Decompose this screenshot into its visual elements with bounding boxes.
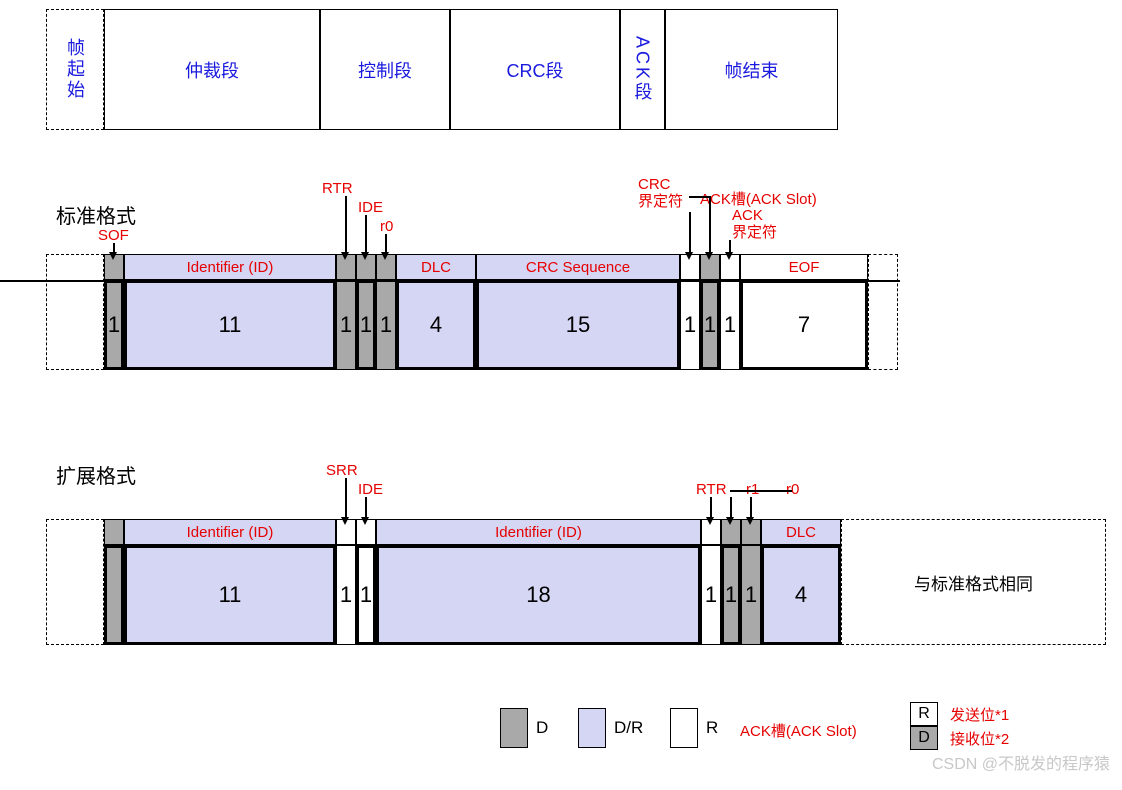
ext-body-r0: 1 [741, 545, 761, 645]
anno-crc-delim: CRC 界定符 [638, 176, 683, 210]
arrow-head [706, 517, 714, 525]
std-left-dashed [46, 254, 104, 370]
std-body-id: 11 [124, 280, 336, 370]
legend-label-1: D/R [614, 718, 643, 738]
ext-hdr-sof [104, 519, 124, 545]
anno-ack-delim: ACK 界定符 [732, 207, 777, 241]
topseg-0: 帧起始 [46, 9, 104, 130]
hline [750, 490, 792, 492]
topseg-2: 控制段 [320, 9, 450, 130]
topseg-1: 仲裁段 [104, 9, 320, 130]
anno-ide: IDE [358, 199, 383, 216]
ext-body-id18: 18 [376, 545, 701, 645]
arrow-head [685, 252, 693, 260]
arrow-head [705, 252, 713, 260]
arrow-line [710, 497, 712, 519]
standard-title: 标准格式 [56, 200, 136, 229]
ext-anno-ide: IDE [358, 481, 383, 498]
std-body-sof: 1 [104, 280, 124, 370]
ext-right-box: 与标准格式相同 [841, 519, 1106, 645]
legend-ack-bottom: D [910, 726, 938, 750]
legend-swatch-1 [578, 708, 606, 748]
std-body-rtr: 1 [336, 280, 356, 370]
std-right-dashed [868, 254, 898, 370]
arrow-line [345, 478, 347, 519]
legend-ack-bottom-label: 接收位*2 [950, 728, 1009, 749]
ext-hdr-id18: Identifier (ID) [376, 519, 701, 545]
anno-rtr: RTR [322, 180, 353, 197]
extended-title: 扩展格式 [56, 460, 136, 489]
baseline [0, 280, 900, 282]
std-body-ack_slot: 1 [700, 280, 720, 370]
ext-body-r1: 1 [721, 545, 741, 645]
std-hdr-crc: CRC Sequence [476, 254, 680, 280]
std-hdr-id: Identifier (ID) [124, 254, 336, 280]
hline [709, 196, 711, 204]
std-hdr-eof: EOF [740, 254, 868, 280]
legend-label-2: R [706, 718, 718, 738]
arrow-head [361, 517, 369, 525]
arrow-line [709, 204, 711, 254]
ext-body-id11: 11 [124, 545, 336, 645]
legend-ack-top-label: 发送位*1 [950, 704, 1009, 725]
arrow-line [750, 497, 752, 519]
arrow-head [746, 517, 754, 525]
topseg-4: ACK段 [620, 9, 665, 130]
legend-ack-top: R [910, 702, 938, 726]
arrow-line [365, 215, 367, 254]
std-body-ide: 1 [356, 280, 376, 370]
legend-label-0: D [536, 718, 548, 738]
sof-label: SOF [98, 227, 129, 244]
arrow-line [730, 497, 732, 519]
ext-body-rtr: 1 [701, 545, 721, 645]
legend-ack-text: ACK槽(ACK Slot) [740, 720, 857, 741]
std-body-crc: 15 [476, 280, 680, 370]
legend-swatch-2 [670, 708, 698, 748]
arrow-head [109, 252, 117, 260]
ext-left-dashed [46, 519, 104, 645]
std-body-eof: 7 [740, 280, 868, 370]
topseg-3: CRC段 [450, 9, 620, 130]
legend-swatch-0 [500, 708, 528, 748]
ext-anno-srr: SRR [326, 462, 358, 479]
ext-body-sof [104, 545, 124, 645]
anno-r0: r0 [380, 218, 393, 235]
arrow-line [385, 234, 387, 254]
arrow-head [361, 252, 369, 260]
ext-body-ide: 1 [356, 545, 376, 645]
ext-body-srr: 1 [336, 545, 356, 645]
arrow-head [341, 252, 349, 260]
topseg-5: 帧结束 [665, 9, 838, 130]
std-body-dlc: 4 [396, 280, 476, 370]
arrow-line [345, 196, 347, 254]
std-body-crc_delim: 1 [680, 280, 700, 370]
arrow-head [341, 517, 349, 525]
watermark: CSDN @不脱发的程序猿 [932, 750, 1110, 774]
ext-anno-rtr: RTR [696, 481, 727, 498]
arrow-line [689, 212, 691, 254]
std-body-ack_delim: 1 [720, 280, 740, 370]
std-hdr-dlc: DLC [396, 254, 476, 280]
arrow-head [726, 517, 734, 525]
hline [689, 196, 709, 198]
arrow-head [725, 252, 733, 260]
ext-hdr-dlc: DLC [761, 519, 841, 545]
anno-ack-slot: ACK槽(ACK Slot) [700, 188, 817, 209]
ext-body-dlc: 4 [761, 545, 841, 645]
std-body-r0: 1 [376, 280, 396, 370]
arrow-line [365, 497, 367, 519]
arrow-head [381, 252, 389, 260]
ext-hdr-id11: Identifier (ID) [124, 519, 336, 545]
